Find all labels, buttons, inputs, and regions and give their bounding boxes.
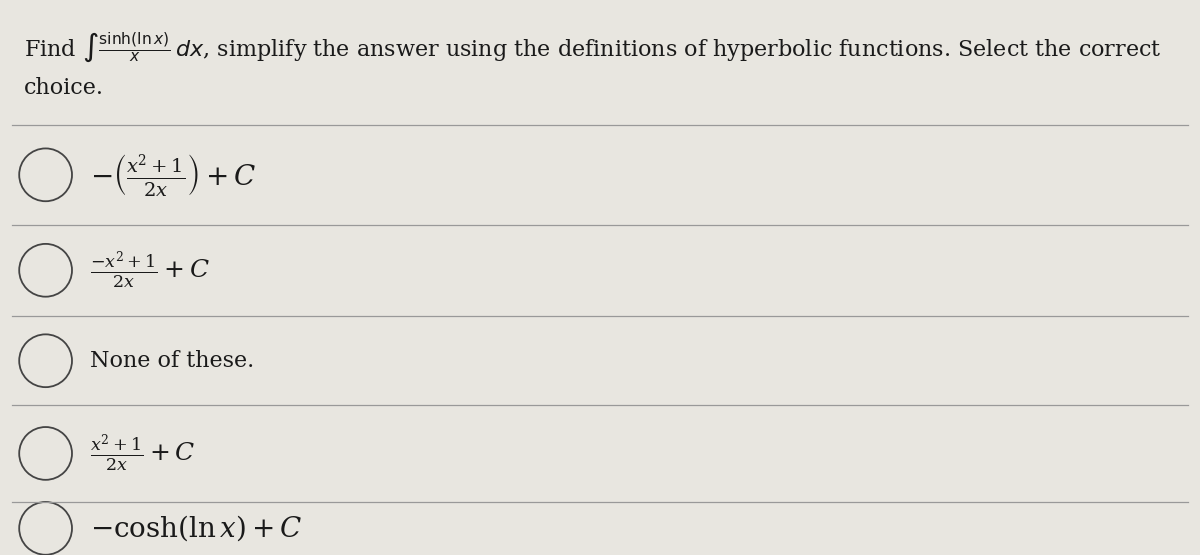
Text: $\frac{-x^2+1}{2x}+C$: $\frac{-x^2+1}{2x}+C$ — [90, 249, 210, 291]
Text: $\frac{x^2+1}{2x}+C$: $\frac{x^2+1}{2x}+C$ — [90, 432, 196, 475]
Text: $-\cosh(\ln x)+C$: $-\cosh(\ln x)+C$ — [90, 513, 302, 543]
Text: $-\left(\frac{x^2+1}{2x}\right)+C$: $-\left(\frac{x^2+1}{2x}\right)+C$ — [90, 152, 257, 198]
Text: Find $\int \frac{\sinh(\ln x)}{x}\,dx$, simplify the answer using the definition: Find $\int \frac{\sinh(\ln x)}{x}\,dx$, … — [24, 31, 1162, 64]
Text: None of these.: None of these. — [90, 350, 254, 372]
Text: choice.: choice. — [24, 77, 104, 99]
